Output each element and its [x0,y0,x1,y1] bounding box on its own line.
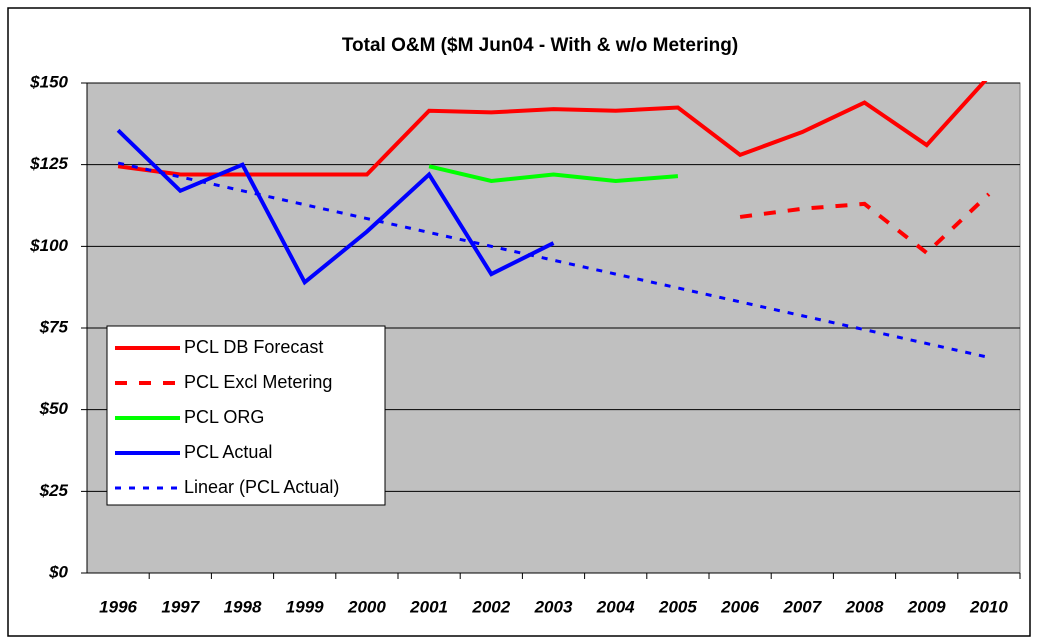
y-tick-label: $0 [48,562,68,581]
y-tick-label: $150 [29,72,68,91]
x-tick-label: 2000 [347,597,386,616]
series-line [428,164,679,184]
y-tick-label: $25 [39,481,69,500]
legend: PCL DB Forecast PCL Excl Metering PCL ORG P… [106,325,386,506]
x-tick-label: 1999 [286,597,324,616]
series-line [117,161,990,359]
x-tick-label: 2010 [969,597,1008,616]
legend-label: Linear (PCL Actual) [184,477,339,497]
chart-title: Total O&M ($M Jun04 - With & w/o Meterin… [342,35,738,56]
x-tick-label: 1998 [224,597,262,616]
x-tick-label: 2009 [907,597,946,616]
x-tick-label: 2002 [471,597,510,616]
x-tick-label: 1997 [161,597,200,616]
y-tick-label: $125 [29,154,68,173]
x-tick-label: 1996 [99,597,137,616]
y-tick-label: $50 [39,399,69,418]
legend-label: PCL Actual [184,442,272,462]
y-tick-label: $75 [39,317,69,336]
y-tick-label: $100 [29,236,68,255]
x-tick-label: 2003 [534,597,573,616]
x-tick-label: 2006 [720,597,759,616]
x-tick-label: 2005 [658,597,697,616]
series-line [117,81,988,177]
x-tick-label: 2007 [782,597,822,616]
legend-label: PCL Excl Metering [184,372,332,392]
legend-label: PCL DB Forecast [184,337,323,357]
x-tick-label: 2001 [409,597,448,616]
series-line [739,192,991,256]
x-tick-label: 2008 [845,597,884,616]
legend-box [106,325,386,506]
x-tick-label: 2004 [596,597,635,616]
series-line [116,128,555,286]
legend-label: PCL ORG [184,407,264,427]
